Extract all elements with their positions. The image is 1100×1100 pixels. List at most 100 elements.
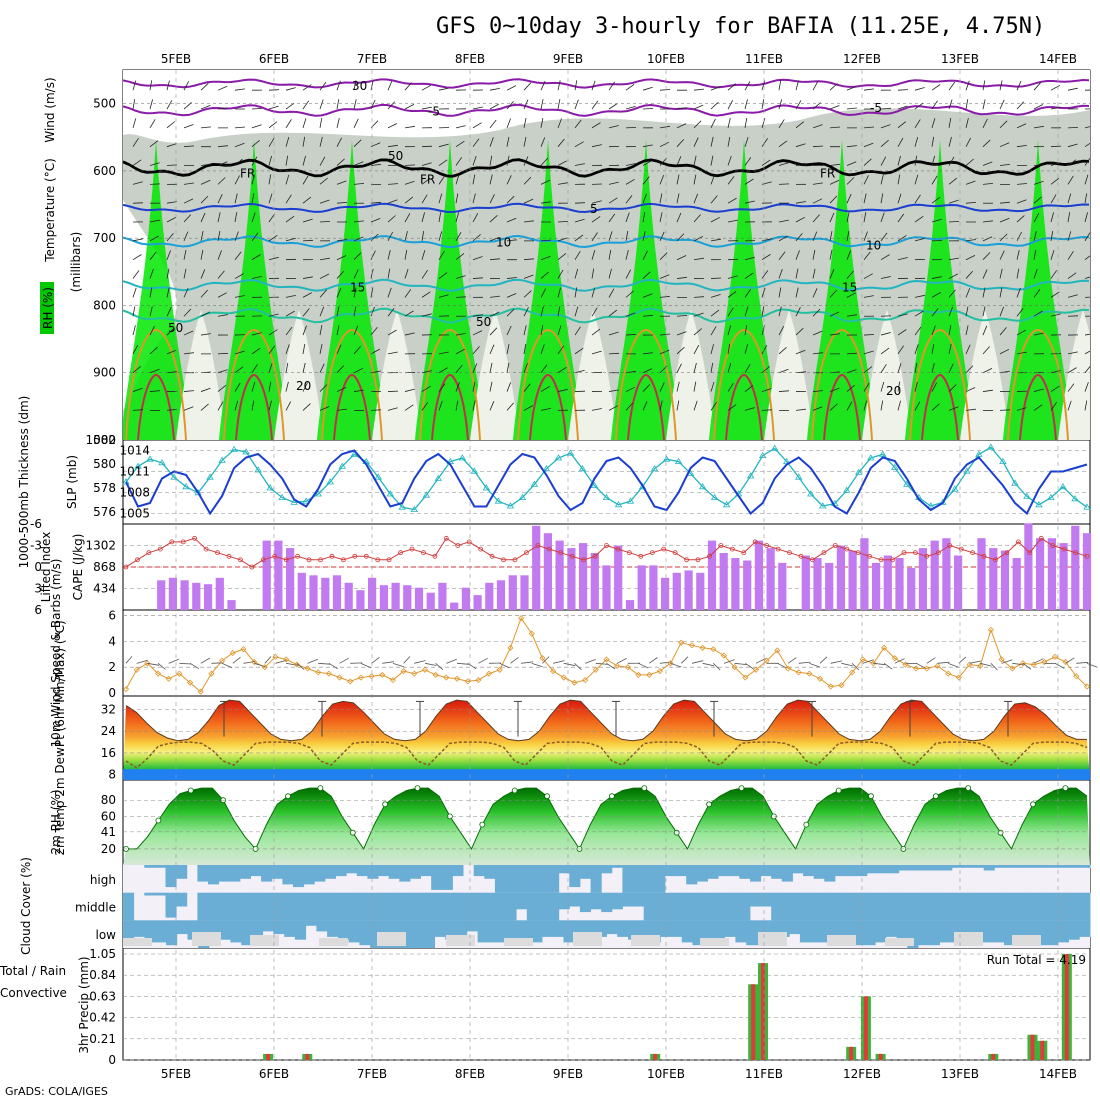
- cloud-block-low: [628, 920, 640, 940]
- wind-barb-10m: [948, 662, 959, 668]
- cloud-block-low: [918, 920, 930, 946]
- wind-barb: [574, 141, 584, 148]
- wind-barb: [523, 363, 528, 373]
- li-point: [935, 550, 941, 556]
- cape-bar: [778, 562, 787, 610]
- wind-barb: [251, 232, 259, 242]
- li-point: [295, 553, 301, 559]
- wind-barb: [846, 314, 857, 317]
- cloud-block-high: [505, 865, 517, 893]
- cloud-block-low: [1057, 920, 1069, 943]
- wind-barb: [1016, 249, 1020, 260]
- wind-barb: [489, 174, 493, 185]
- wind-barb: [166, 371, 177, 374]
- li-line: [125, 537, 1088, 568]
- temp-line: [125, 699, 1087, 742]
- wind-barb-10m: [1076, 661, 1089, 664]
- rh-point: [932, 793, 939, 800]
- wind-barb: [285, 295, 296, 298]
- wind-barb: [693, 193, 699, 204]
- wind-speed-point: [827, 683, 834, 690]
- wind-barb: [591, 268, 595, 279]
- ua-ytick: 500: [93, 97, 116, 111]
- cape-bar: [696, 572, 705, 610]
- rh-point: [673, 829, 680, 836]
- thickness-point: [290, 498, 298, 505]
- wind-barb: [863, 295, 874, 298]
- contour-label: FR: [240, 167, 255, 181]
- wind-barb: [778, 326, 785, 336]
- precip-conv-bar: [761, 963, 765, 1060]
- cloud-block-high: [909, 865, 921, 871]
- wind-barb: [931, 362, 935, 373]
- li-point: [421, 550, 426, 556]
- wind-barb: [1067, 193, 1072, 204]
- wind-barb: [1016, 231, 1022, 242]
- wind-barb: [132, 181, 143, 185]
- thickness-point: [903, 480, 911, 487]
- wind-barb: [251, 381, 256, 392]
- cloud-block-low: [832, 920, 844, 940]
- date-label-top: 12FEB: [843, 52, 881, 66]
- wind-speed-point: [283, 656, 290, 663]
- wind-barb: [727, 155, 732, 166]
- cloud-block-high: [813, 865, 825, 879]
- cape-bar: [918, 548, 927, 610]
- wind-barb: [625, 230, 629, 241]
- cloud-block-low: [327, 920, 339, 937]
- wind-barb: [795, 287, 799, 298]
- wind-speed-point: [795, 669, 802, 676]
- thickness-point: [518, 493, 527, 500]
- precip-conv-bar: [1030, 1034, 1035, 1060]
- cloud-block-middle: [1079, 892, 1091, 921]
- wind-barb: [948, 325, 952, 336]
- cloud-block-high: [558, 865, 570, 874]
- wind-barb: [166, 307, 172, 317]
- wind-barb: [999, 327, 1007, 336]
- wind-barb: [897, 155, 901, 166]
- ua-moist-column: [123, 140, 191, 440]
- rh-point: [803, 821, 810, 828]
- cloud-block-middle: [909, 892, 921, 921]
- wind-barb: [982, 325, 988, 336]
- wind-barb: [1016, 308, 1024, 317]
- wind-barb: [1067, 212, 1071, 223]
- wind-barb: [829, 269, 835, 279]
- li-point: [283, 557, 289, 563]
- cloud-low-fill: [504, 938, 522, 946]
- wind-barb: [149, 219, 160, 223]
- wind-barb: [727, 325, 732, 336]
- thickness-point: [554, 454, 563, 461]
- wind-barb: [863, 334, 875, 336]
- wind-barb: [472, 277, 484, 279]
- wind-barb: [285, 102, 295, 110]
- wind-barb: [897, 193, 902, 204]
- cloud-block-high: [728, 865, 740, 877]
- cloud-row-label-middle: middle: [75, 901, 116, 915]
- rh-ytick: 80: [101, 793, 116, 807]
- wind-barb: [302, 84, 312, 91]
- wind-barb: [1067, 159, 1077, 166]
- wind-barb: [863, 88, 874, 91]
- wind-speed-point: [421, 666, 429, 673]
- wind-barb: [166, 250, 171, 260]
- rh-ytick: 20: [101, 842, 116, 856]
- wind-barb: [523, 307, 529, 317]
- cape-bar: [508, 575, 517, 610]
- wind-barb: [285, 87, 296, 91]
- wind-barb: [659, 157, 667, 166]
- li-point: [581, 557, 586, 563]
- wind-barb: [302, 344, 306, 354]
- li-point: [787, 550, 792, 556]
- wind-barb: [319, 257, 330, 261]
- wind-barb: [472, 256, 483, 261]
- wind-barb: [438, 272, 448, 279]
- wind-barb: [591, 249, 596, 260]
- wind-barb: [540, 344, 545, 355]
- wind-barb: [506, 277, 517, 279]
- wind-barb: [591, 100, 599, 110]
- wind-barb: [1033, 164, 1045, 166]
- wind-barb: [829, 195, 838, 204]
- wind-speed-point: [379, 671, 386, 679]
- li-point: [352, 553, 358, 559]
